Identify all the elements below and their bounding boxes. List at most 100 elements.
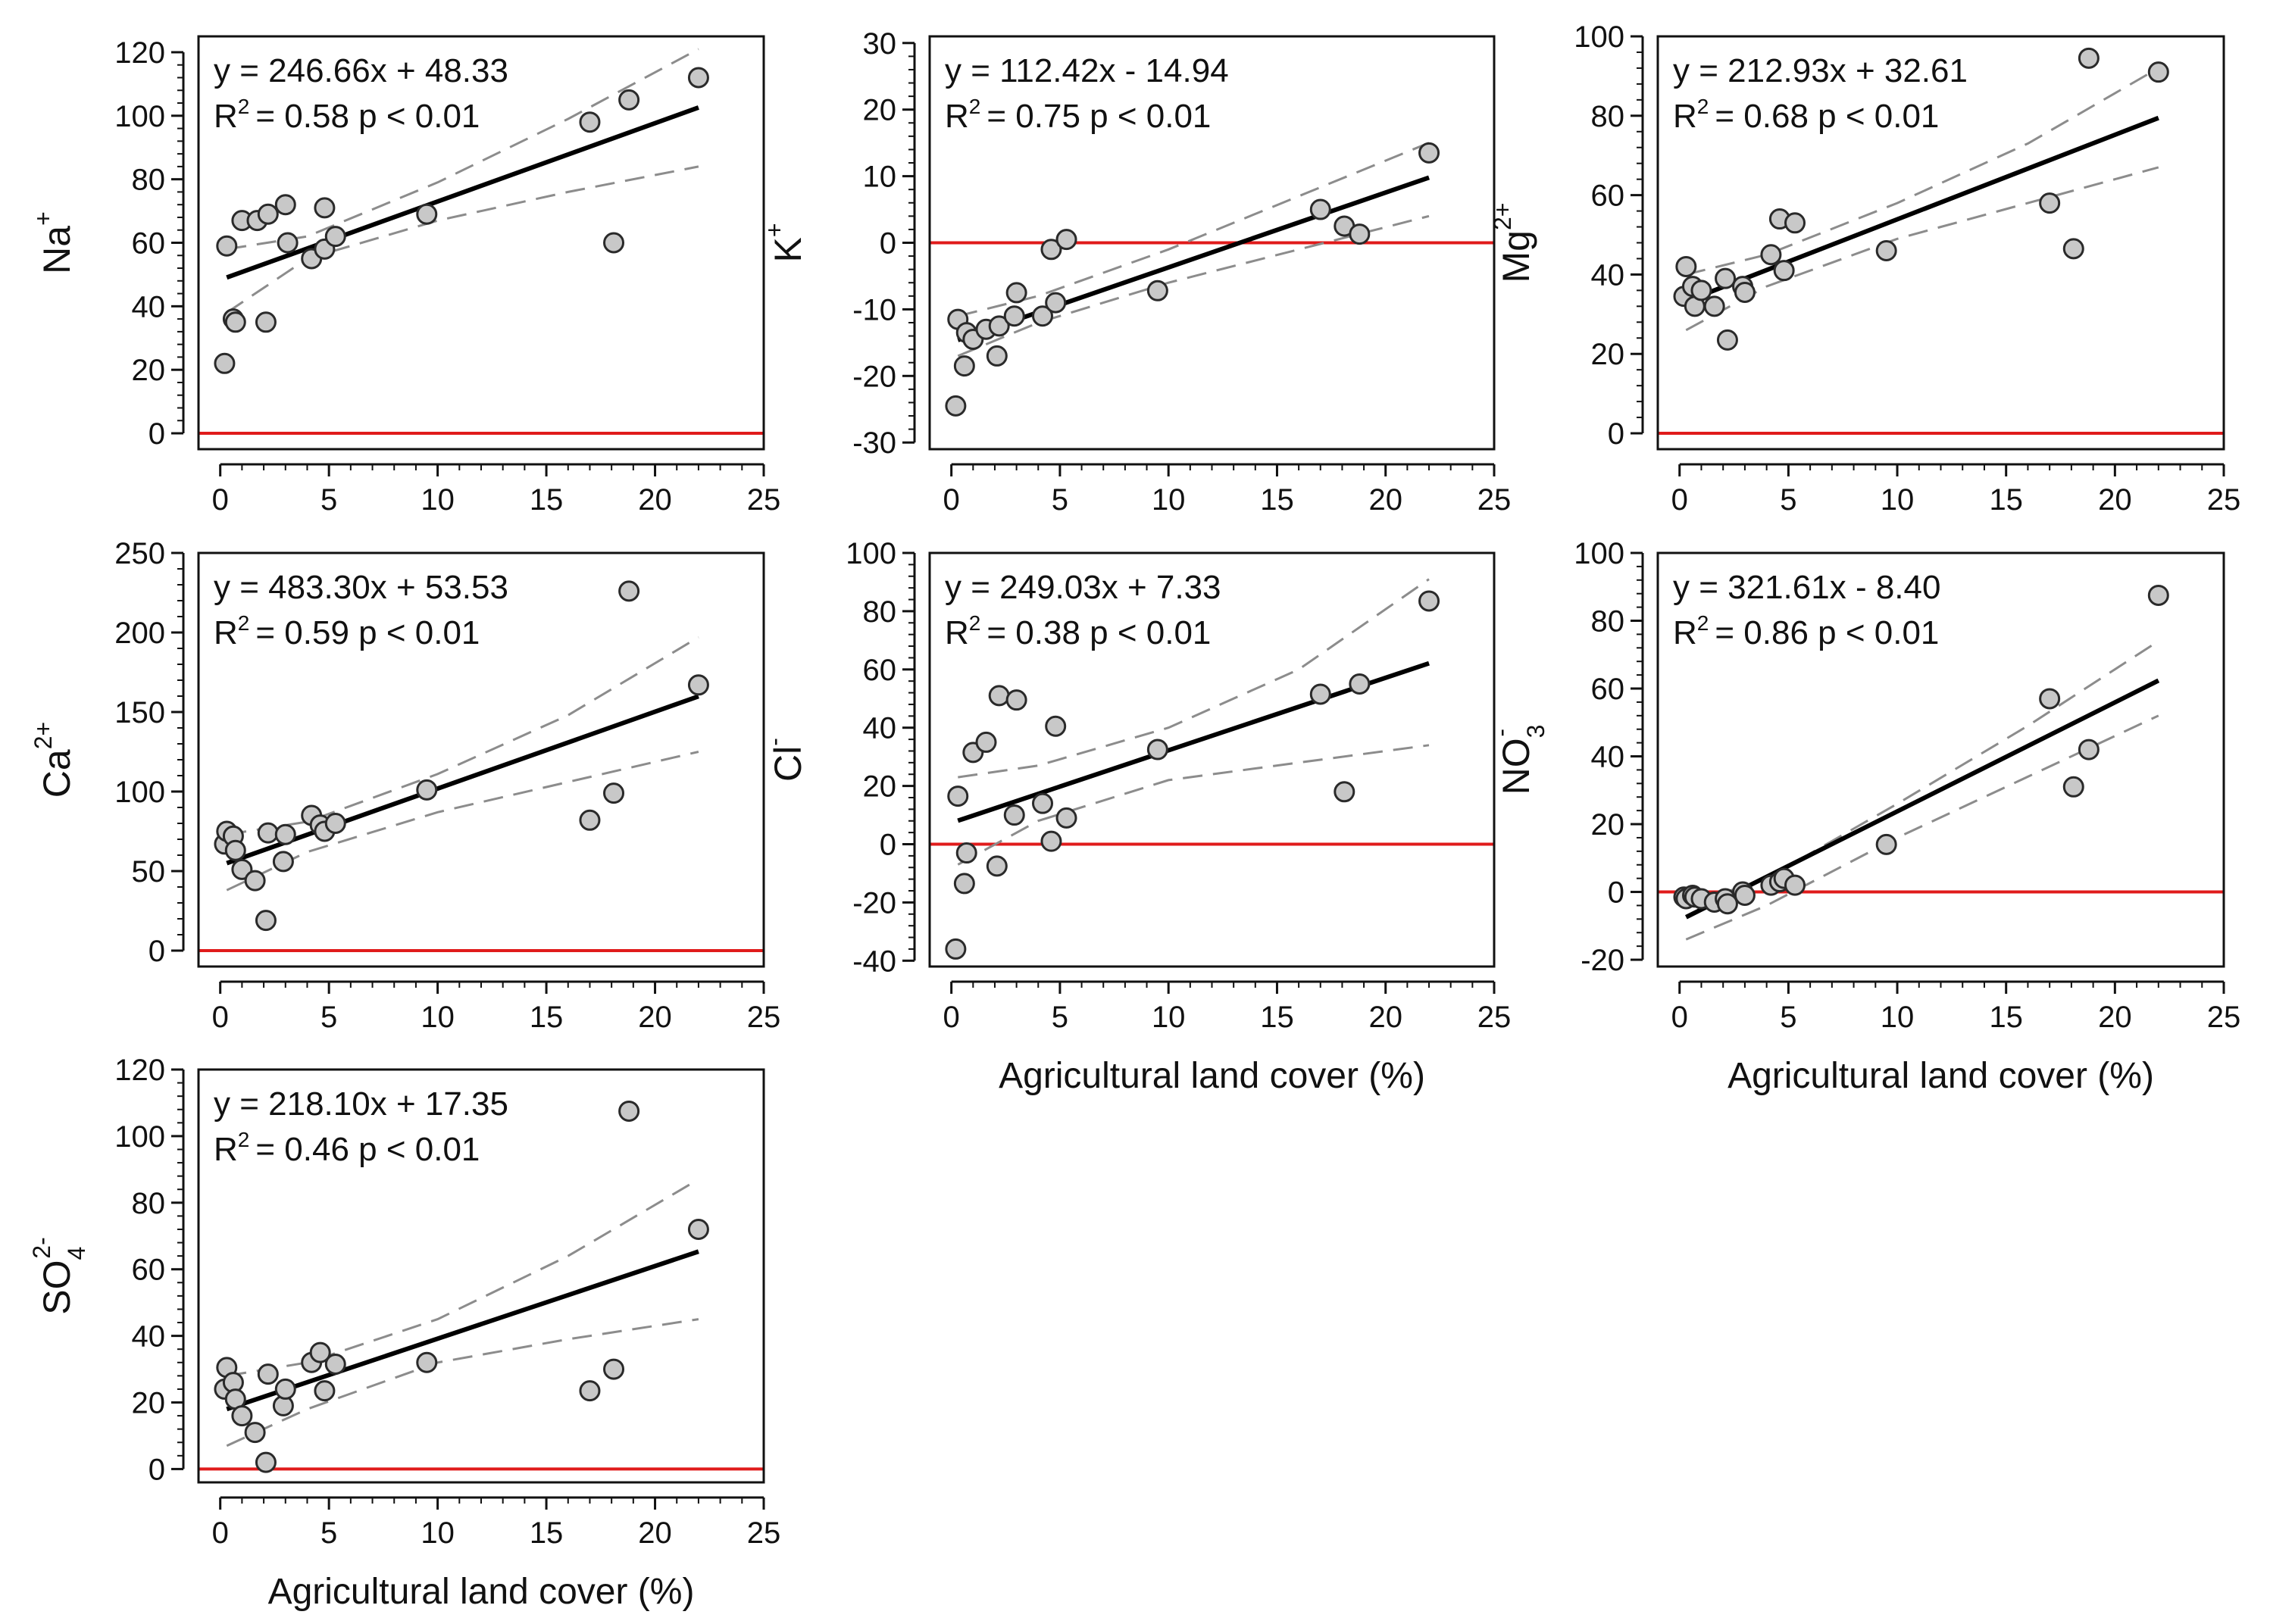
data-point bbox=[1734, 885, 1756, 907]
data-point bbox=[988, 685, 1010, 707]
data-point bbox=[2039, 192, 2061, 214]
x-tick-label: 0 bbox=[212, 1001, 229, 1034]
y-axis-label: SO42- bbox=[28, 1237, 90, 1315]
y-axis-label: Cl- bbox=[761, 738, 809, 782]
y-tick-label: 60 bbox=[132, 1254, 166, 1287]
x-tick-label: 5 bbox=[1052, 1001, 1068, 1034]
x-axis-label: Agricultural land cover (%) bbox=[999, 1056, 1425, 1096]
data-point bbox=[416, 203, 438, 225]
data-point bbox=[274, 1378, 296, 1400]
y-tick-label: 100 bbox=[846, 537, 896, 570]
y-tick-label: 100 bbox=[114, 1120, 165, 1154]
y-tick-label: 80 bbox=[132, 1187, 166, 1220]
data-point bbox=[618, 580, 640, 602]
y-tick-label: -30 bbox=[852, 426, 896, 460]
x-tick-label: 25 bbox=[747, 1516, 781, 1550]
data-point bbox=[2078, 47, 2100, 69]
ci-lower-band bbox=[957, 214, 1430, 358]
x-tick-label: 0 bbox=[212, 483, 229, 517]
ci-upper-band bbox=[227, 48, 699, 251]
data-point bbox=[687, 674, 709, 696]
x-tick-label: 0 bbox=[943, 1001, 960, 1034]
y-tick-label: 0 bbox=[880, 227, 896, 261]
data-point bbox=[224, 839, 246, 861]
data-point bbox=[324, 226, 346, 248]
x-tick-label: 20 bbox=[638, 1001, 672, 1034]
y-tick-label: -40 bbox=[852, 945, 896, 978]
data-point bbox=[687, 1218, 709, 1240]
panel-k: -30 -20 -10 0 10 20 30 0 5 10 15 20 25 y = 112.42x - … bbox=[761, 27, 1511, 517]
data-point bbox=[1334, 781, 1355, 803]
data-point bbox=[1734, 282, 1756, 304]
x-tick-label: 20 bbox=[1368, 1001, 1402, 1034]
plot-frame bbox=[928, 35, 1496, 451]
y-tick-label: 60 bbox=[132, 227, 166, 261]
y-axis-label: Na+ bbox=[30, 211, 78, 274]
x-tick-label: 25 bbox=[1477, 1001, 1512, 1034]
data-point bbox=[1773, 260, 1795, 282]
x-tick-label: 15 bbox=[530, 1001, 564, 1034]
ci-lower-band bbox=[226, 165, 699, 314]
x-tick-label: 25 bbox=[1477, 483, 1512, 517]
data-point bbox=[1003, 305, 1025, 327]
x-tick-label: 10 bbox=[1881, 1001, 1915, 1034]
data-point bbox=[945, 938, 967, 960]
x-tick-label: 20 bbox=[1368, 483, 1402, 517]
r-squared-label: R2 = 0.58 p < 0.01 bbox=[214, 95, 480, 135]
regression-line bbox=[226, 105, 699, 280]
data-point bbox=[618, 1100, 640, 1122]
x-tick-label: 10 bbox=[1152, 1001, 1186, 1034]
ci-upper-band bbox=[958, 578, 1430, 779]
panel-no3: -20 0 20 40 60 80 100 0 5 10 15 20 25 y = 321.61x - 8… bbox=[1487, 537, 2240, 1096]
y-tick-label: 0 bbox=[149, 417, 165, 451]
x-tick-label: 10 bbox=[421, 1001, 455, 1034]
x-tick-label: 15 bbox=[1260, 1001, 1294, 1034]
regression-line bbox=[226, 1249, 699, 1412]
y-tick-label: 10 bbox=[863, 161, 897, 194]
data-point bbox=[324, 1353, 346, 1375]
data-point bbox=[579, 809, 601, 831]
data-point bbox=[216, 235, 238, 257]
data-point bbox=[986, 855, 1008, 877]
x-tick-label: 0 bbox=[943, 483, 960, 517]
data-point bbox=[257, 203, 279, 225]
data-point bbox=[1715, 267, 1737, 289]
x-tick-label: 0 bbox=[1671, 1001, 1688, 1034]
data-point bbox=[953, 355, 975, 377]
y-tick-label: 20 bbox=[863, 94, 897, 127]
y-tick-label: 0 bbox=[149, 935, 165, 968]
data-point bbox=[1005, 282, 1027, 304]
data-point bbox=[603, 1358, 625, 1380]
y-tick-label: 60 bbox=[1591, 673, 1625, 706]
x-tick-label: 5 bbox=[1780, 483, 1796, 517]
x-tick-label: 5 bbox=[1052, 483, 1068, 517]
data-point bbox=[1003, 804, 1025, 826]
x-tick-label: 10 bbox=[1881, 483, 1915, 517]
data-point bbox=[277, 232, 299, 254]
regression-line bbox=[1685, 678, 2160, 920]
y-tick-label: 80 bbox=[1591, 605, 1625, 639]
x-tick-label: 5 bbox=[1780, 1001, 1796, 1034]
data-point bbox=[2062, 776, 2084, 798]
y-tick-label: 20 bbox=[132, 1387, 166, 1420]
x-tick-label: 25 bbox=[2207, 1001, 2241, 1034]
x-tick-label: 20 bbox=[2098, 1001, 2132, 1034]
ci-lower-band bbox=[226, 1318, 699, 1448]
y-tick-label: 40 bbox=[1591, 258, 1625, 292]
panel-na: 0 20 40 60 80 100 120 0 5 10 15 20 25 y = 246.66x + 4… bbox=[30, 35, 780, 517]
data-point bbox=[2062, 238, 2084, 260]
data-point bbox=[1146, 739, 1168, 760]
y-tick-label: -20 bbox=[852, 360, 896, 393]
data-point bbox=[257, 1363, 279, 1385]
y-tick-label: 0 bbox=[149, 1453, 165, 1486]
x-tick-label: 10 bbox=[421, 1516, 455, 1550]
data-point bbox=[687, 67, 709, 89]
data-point bbox=[1675, 255, 1697, 277]
data-point bbox=[1875, 239, 1897, 261]
x-axis-label: Agricultural land cover (%) bbox=[1728, 1056, 2154, 1096]
data-point bbox=[1784, 212, 1806, 234]
ci-lower-band bbox=[1685, 714, 2159, 941]
y-tick-label: 120 bbox=[114, 36, 165, 70]
data-point bbox=[1040, 830, 1062, 852]
plot-frame bbox=[197, 551, 765, 968]
